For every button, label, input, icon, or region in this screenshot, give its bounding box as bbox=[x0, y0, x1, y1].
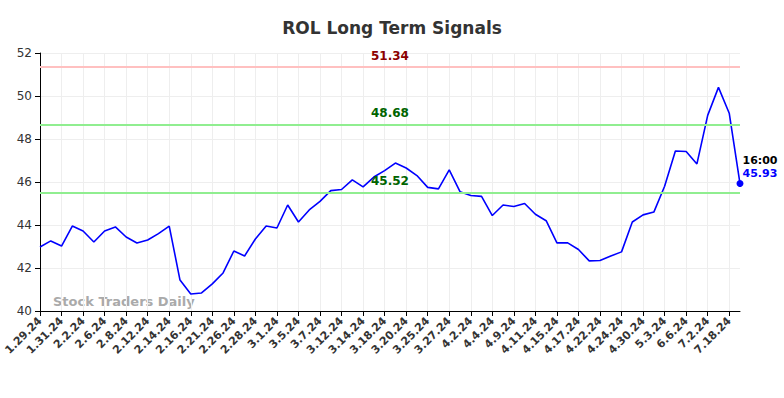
svg-text:3.18.24: 3.18.24 bbox=[347, 314, 390, 357]
svg-text:4.11.24: 4.11.24 bbox=[497, 314, 540, 357]
svg-text:7.18.24: 7.18.24 bbox=[692, 314, 734, 356]
svg-text:Stock Traders Daily: Stock Traders Daily bbox=[53, 294, 195, 309]
svg-text:3.5.24: 3.5.24 bbox=[266, 314, 304, 352]
svg-text:42: 42 bbox=[17, 261, 32, 275]
svg-text:2.21.24: 2.21.24 bbox=[174, 314, 217, 357]
svg-text:1.29.24: 1.29.24 bbox=[2, 314, 45, 357]
svg-text:6.6.24: 6.6.24 bbox=[654, 314, 691, 352]
svg-text:3.12.24: 3.12.24 bbox=[304, 314, 347, 357]
svg-text:4.17.24: 4.17.24 bbox=[540, 314, 584, 357]
svg-text:3.7.24: 3.7.24 bbox=[287, 314, 325, 352]
svg-text:4.4.24: 4.4.24 bbox=[460, 314, 497, 352]
svg-text:2.26.24: 2.26.24 bbox=[196, 314, 239, 357]
svg-text:45.93: 45.93 bbox=[743, 167, 778, 180]
svg-text:48.68: 48.68 bbox=[371, 106, 409, 120]
svg-text:4.15.24: 4.15.24 bbox=[519, 314, 562, 357]
svg-text:40: 40 bbox=[17, 304, 32, 318]
svg-text:4.30.24: 4.30.24 bbox=[605, 314, 648, 357]
svg-text:ROL Long Term Signals: ROL Long Term Signals bbox=[282, 18, 502, 38]
svg-text:4.2.24: 4.2.24 bbox=[438, 314, 476, 352]
svg-text:4.24.24: 4.24.24 bbox=[584, 314, 627, 357]
svg-text:50: 50 bbox=[17, 89, 32, 103]
svg-text:4.9.24: 4.9.24 bbox=[481, 314, 519, 352]
svg-text:2.12.24: 2.12.24 bbox=[110, 314, 153, 357]
svg-text:3.14.24: 3.14.24 bbox=[325, 314, 368, 357]
svg-text:2.16.24: 2.16.24 bbox=[153, 314, 196, 357]
svg-text:7.2.24: 7.2.24 bbox=[675, 314, 713, 352]
svg-text:5.3.24: 5.3.24 bbox=[632, 314, 670, 352]
svg-text:48: 48 bbox=[17, 132, 32, 146]
svg-text:3.20.24: 3.20.24 bbox=[368, 314, 411, 357]
svg-text:3.25.24: 3.25.24 bbox=[390, 314, 433, 357]
svg-text:52: 52 bbox=[17, 46, 32, 60]
svg-text:3.1.24: 3.1.24 bbox=[244, 314, 282, 352]
svg-text:4.22.24: 4.22.24 bbox=[562, 314, 605, 357]
svg-text:3.27.24: 3.27.24 bbox=[411, 314, 454, 357]
svg-text:45.52: 45.52 bbox=[371, 174, 409, 188]
svg-text:2.28.24: 2.28.24 bbox=[217, 314, 260, 357]
svg-text:46: 46 bbox=[17, 175, 32, 189]
svg-text:51.34: 51.34 bbox=[371, 49, 409, 63]
svg-text:2.6.24: 2.6.24 bbox=[72, 314, 110, 352]
svg-text:16:00: 16:00 bbox=[743, 154, 778, 167]
svg-text:44: 44 bbox=[17, 218, 32, 232]
svg-text:2.8.24: 2.8.24 bbox=[94, 314, 131, 352]
svg-text:2.14.24: 2.14.24 bbox=[131, 314, 174, 357]
svg-text:1.31.24: 1.31.24 bbox=[24, 314, 67, 357]
svg-text:2.2.24: 2.2.24 bbox=[51, 314, 88, 352]
